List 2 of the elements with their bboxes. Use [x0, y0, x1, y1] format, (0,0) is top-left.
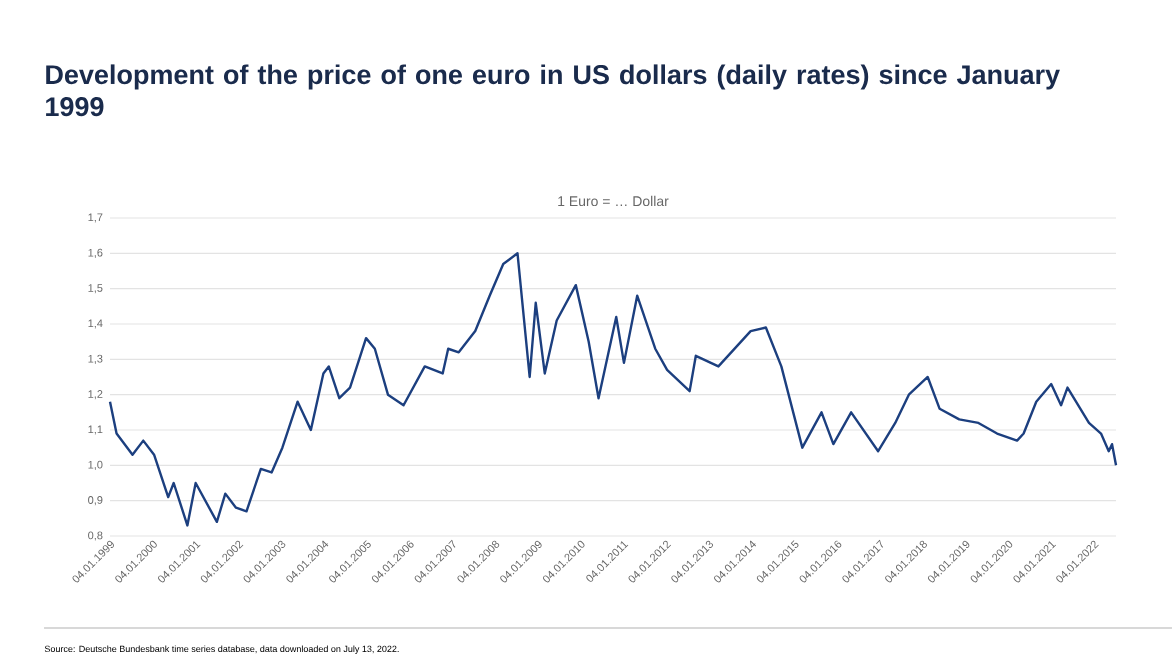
chart-title: Development of the price of one euro in US dollars (daily rates) since January 1999 [46, 64, 1060, 117]
line-series [108, 252, 1118, 527]
